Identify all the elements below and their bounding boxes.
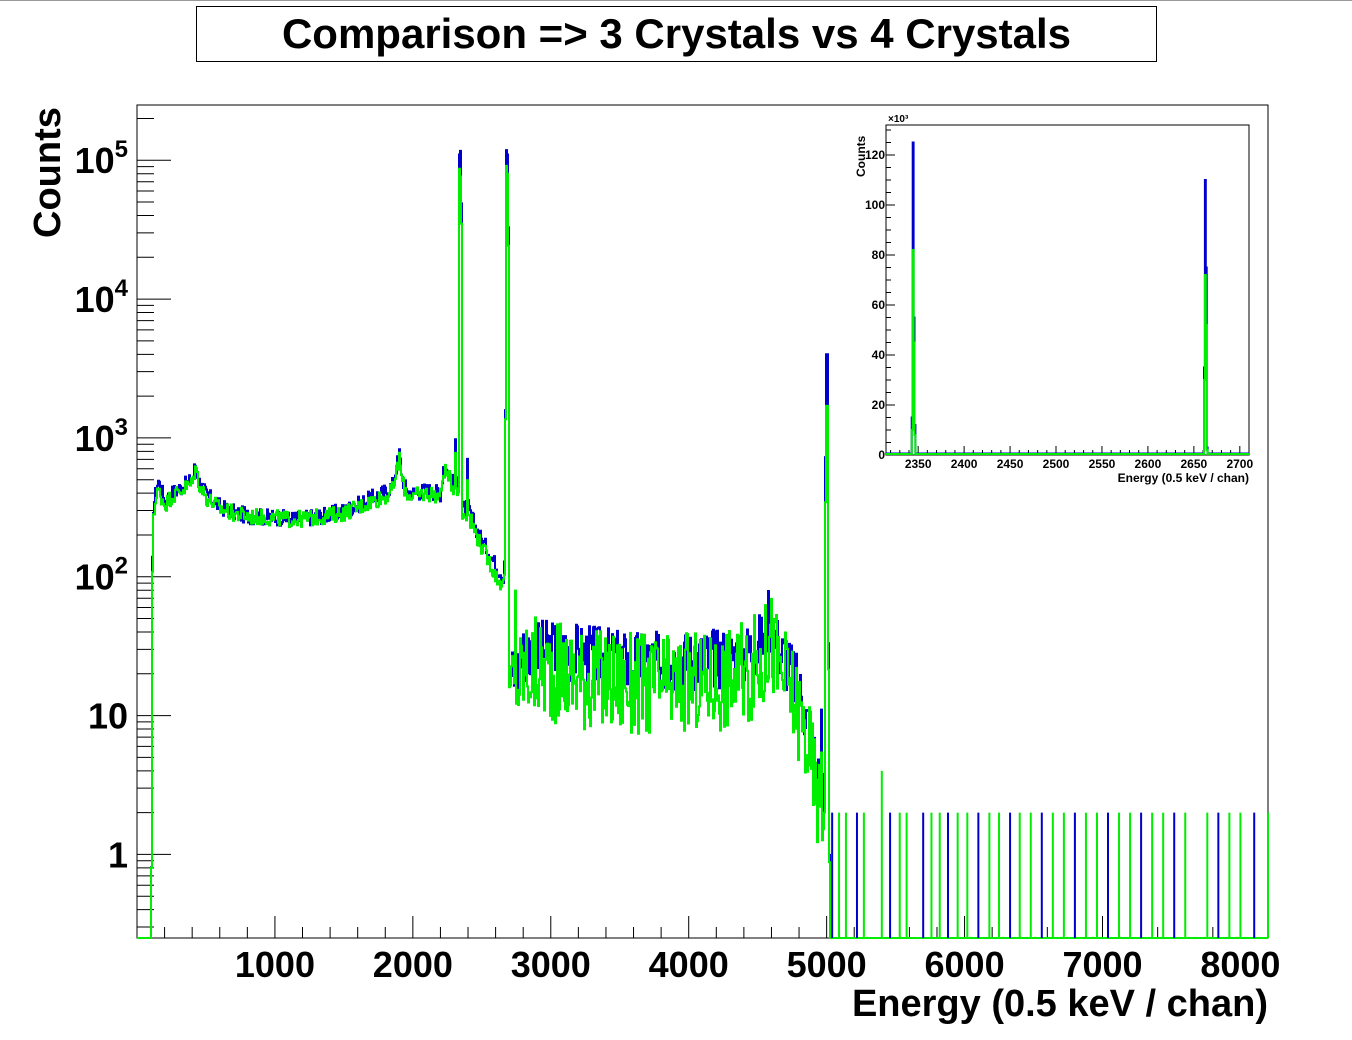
- inset-plot: 2350 2400 2450 2500 2550 2600 2650 2700 0 20 40 60…: [854, 114, 1262, 485]
- inset-x-axis-title: Energy (0.5 keV / chan): [1118, 471, 1249, 485]
- inset-series-group: [886, 141, 1249, 455]
- inset-x-tick-label: 2350: [905, 457, 932, 471]
- inset-y-tick-label: 120: [865, 148, 885, 162]
- y-tick-label: 105: [75, 136, 128, 181]
- inset-x-tick-label: 2700: [1226, 457, 1253, 471]
- inset-x-tick-label: 2500: [1043, 457, 1070, 471]
- main-series-group: [137, 149, 1269, 939]
- inset-y-tick-label: 0: [878, 448, 885, 462]
- inset-x-tick-label: 2550: [1089, 457, 1116, 471]
- x-tick-label: 4000: [649, 944, 729, 985]
- x-tick-label: 5000: [787, 944, 867, 985]
- chart-title: Comparison => 3 Crystals vs 4 Crystals: [281, 10, 1072, 57]
- x-tick-label: 7000: [1062, 944, 1142, 985]
- inset-y-tick-labels: 0 20 40 60 80 100 120: [865, 148, 885, 462]
- x-tick-label: 2000: [373, 944, 453, 985]
- x-tick-label: 6000: [925, 944, 1005, 985]
- x-tick-label: 3000: [511, 944, 591, 985]
- main-x-tick-labels: 1000 2000 3000 4000 5000 6000 7000 8000: [235, 944, 1281, 985]
- inset-x-tick-label: 2650: [1181, 457, 1208, 471]
- inset-y-tick-label: 60: [872, 298, 886, 312]
- y-tick-label: 104: [75, 275, 129, 320]
- top-border-line: [0, 0, 1352, 1]
- inset-y-axis-title: Counts: [854, 135, 868, 177]
- main-x-axis-title: Energy (0.5 keV / chan): [852, 983, 1268, 1025]
- x-tick-label: 1000: [235, 944, 315, 985]
- y-tick-label: 1: [108, 834, 128, 875]
- main-y-tick-labels: 1 10 102 103 104 105: [75, 136, 129, 875]
- inset-x-tick-label: 2450: [997, 457, 1024, 471]
- inset-y-multiplier: ×10³: [888, 114, 909, 125]
- main-y-axis-title: Counts: [27, 107, 69, 238]
- y-tick-label: 10: [88, 696, 128, 737]
- inset-x-tick-label: 2600: [1135, 457, 1162, 471]
- y-tick-label: 102: [75, 553, 128, 598]
- inset-y-tick-label: 80: [872, 248, 886, 262]
- inset-y-tick-label: 40: [872, 348, 886, 362]
- inset-y-tick-label: 100: [865, 198, 885, 212]
- x-tick-label: 8000: [1200, 944, 1280, 985]
- chart-title-box: Comparison => 3 Crystals vs 4 Crystals: [196, 6, 1157, 62]
- inset-background: [876, 118, 1262, 466]
- y-tick-label: 103: [75, 414, 128, 459]
- inset-series-line: [886, 249, 1249, 455]
- inset-y-tick-label: 20: [872, 398, 886, 412]
- inset-x-tick-label: 2400: [951, 457, 978, 471]
- inset-x-tick-labels: 2350 2400 2450 2500 2550 2600 2650 2700: [905, 457, 1254, 471]
